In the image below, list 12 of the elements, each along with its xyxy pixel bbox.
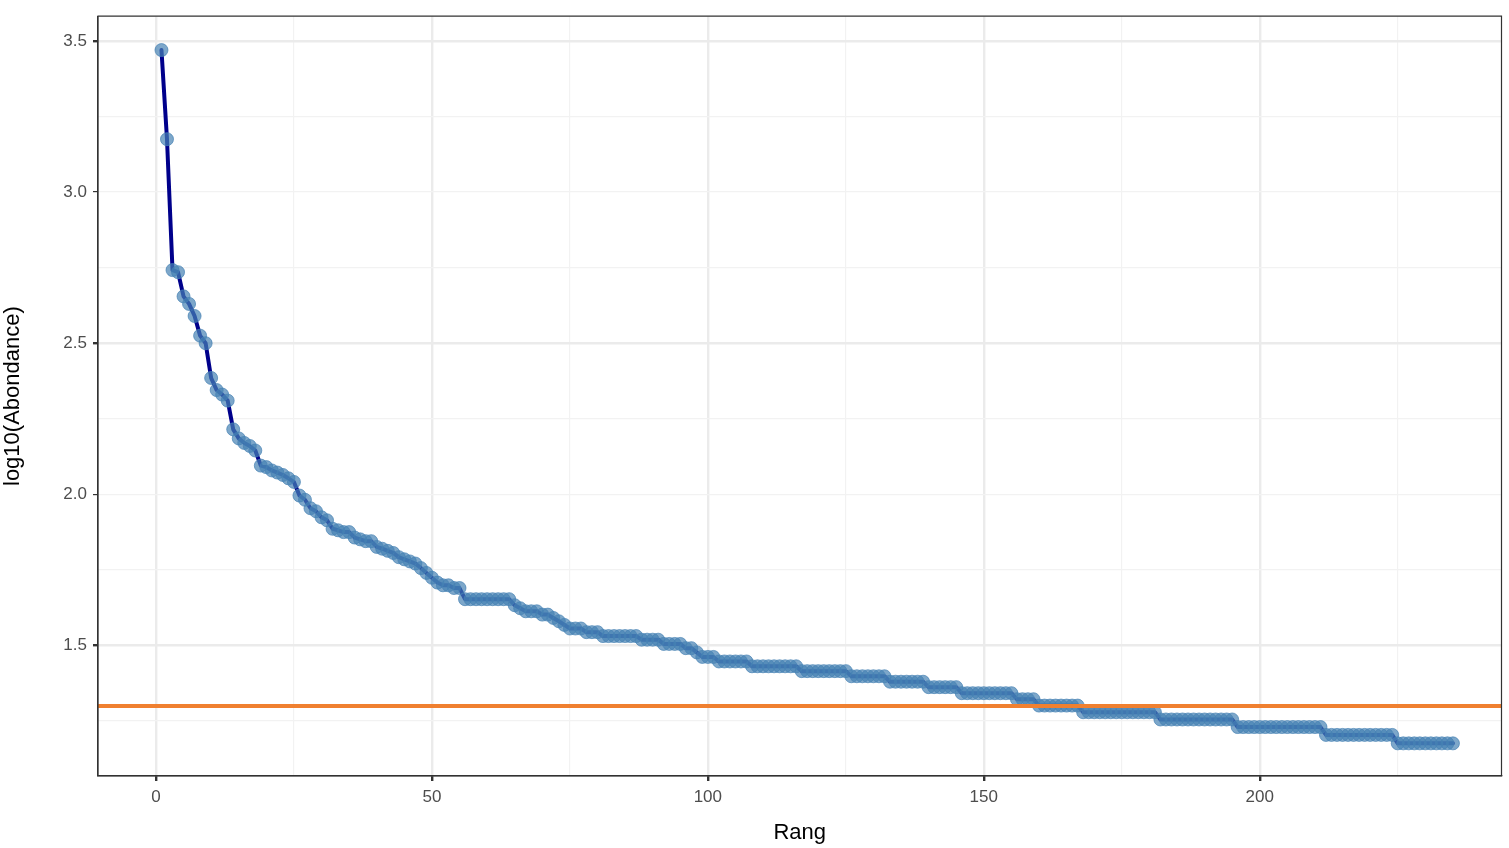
x-tick-label: 50 [422,786,442,806]
x-tick-label: 0 [151,786,161,806]
y-tick-label: 1.5 [63,635,87,655]
x-tick-label: 100 [693,786,723,806]
y-tick-label: 3.0 [63,181,87,201]
y-tick-label: 2.5 [63,332,87,352]
x-tick-label: 150 [969,786,998,806]
x-tick-label: 200 [1245,786,1274,806]
y-axis-title: log10(Abondance) [0,306,25,487]
y-tick-label: 2.0 [63,484,87,504]
y-tick-label: 3.5 [63,30,87,50]
x-axis-title: Rang [773,818,827,844]
